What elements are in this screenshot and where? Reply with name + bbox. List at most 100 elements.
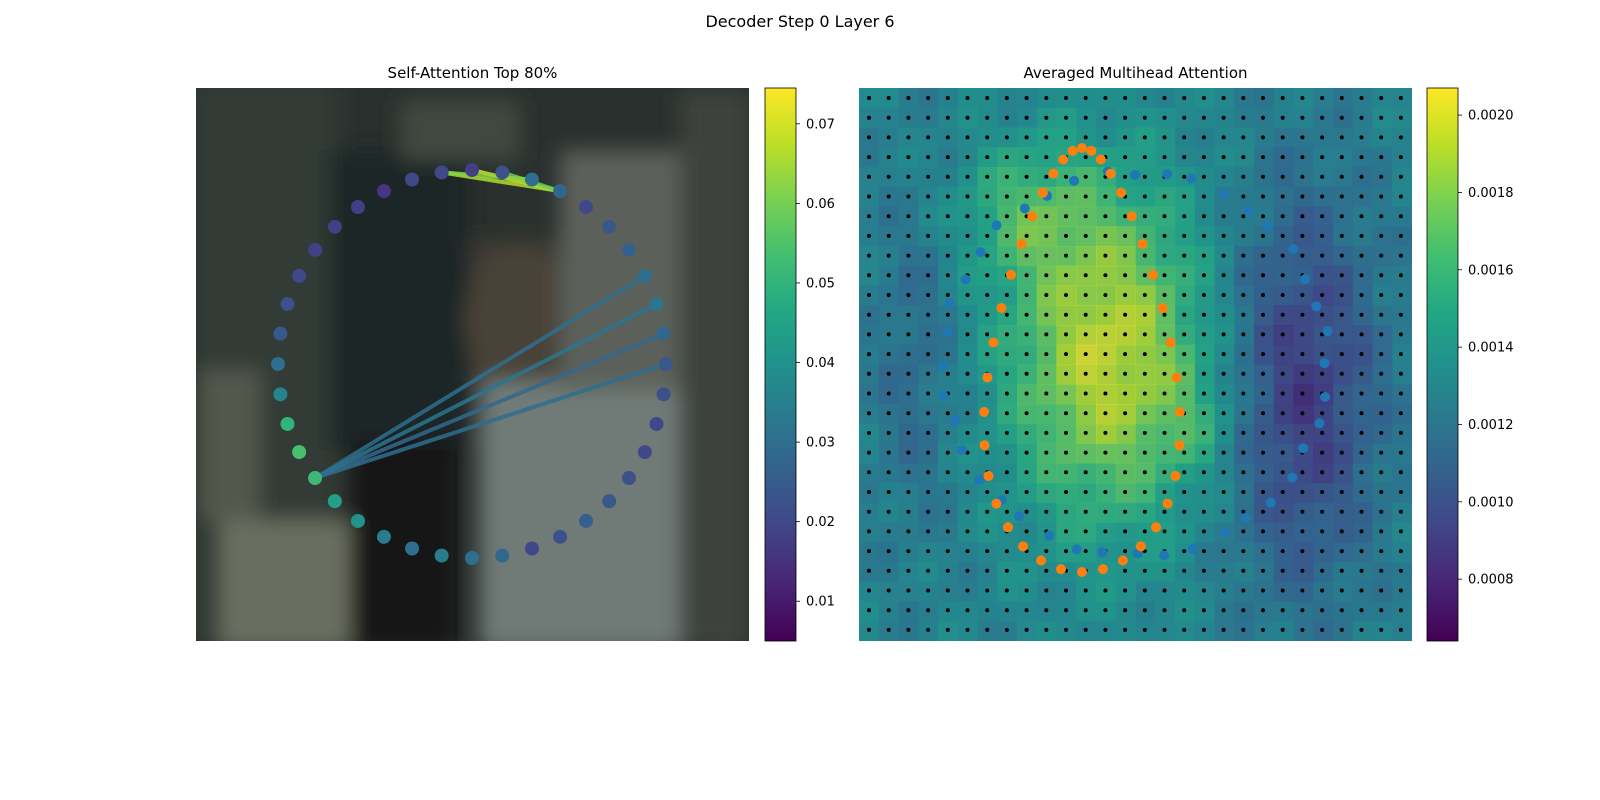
reference-point [867, 391, 871, 396]
reference-point [985, 174, 990, 179]
target-point-12 [1314, 418, 1325, 429]
reference-point [965, 529, 970, 534]
reference-point [1379, 450, 1384, 455]
predicted-point-29 [988, 337, 999, 348]
reference-point [1044, 430, 1049, 435]
predicted-point-36 [1058, 154, 1069, 165]
reference-point [1142, 96, 1147, 100]
reference-point [1221, 174, 1226, 179]
reference-point [1221, 233, 1226, 238]
reference-point [1300, 608, 1305, 613]
reference-point [1064, 352, 1068, 357]
reference-point [926, 194, 931, 199]
predicted-point-6 [1137, 239, 1148, 249]
target-point-13 [1298, 443, 1309, 454]
reference-point [1201, 490, 1206, 494]
reference-point [1359, 490, 1364, 494]
reference-point [1280, 293, 1285, 297]
reference-point [1044, 509, 1049, 514]
reference-point [1379, 411, 1384, 416]
target-point-9 [1322, 326, 1333, 337]
reference-point [1241, 233, 1246, 238]
reference-point [1300, 312, 1305, 317]
reference-point [945, 115, 950, 120]
reference-point [1221, 411, 1226, 416]
reference-point [1300, 253, 1305, 258]
reference-point [965, 549, 970, 554]
attention-point-21 [434, 548, 449, 563]
reference-point [1162, 470, 1167, 475]
reference-point [1339, 293, 1344, 297]
reference-point [985, 115, 990, 120]
predicted-point-13 [1170, 471, 1181, 481]
reference-point [1162, 588, 1167, 593]
reference-point [906, 194, 911, 199]
heatmap-cell [1352, 581, 1374, 603]
reference-point [1300, 214, 1305, 219]
reference-point [1398, 627, 1403, 632]
reference-point [1083, 233, 1088, 238]
reference-point [1004, 608, 1009, 613]
reference-point [1241, 371, 1246, 376]
reference-point [1044, 588, 1049, 593]
reference-point [965, 332, 970, 337]
reference-point [1398, 430, 1403, 435]
reference-point [906, 233, 911, 238]
reference-point [1320, 490, 1325, 494]
reference-point [1241, 194, 1246, 199]
predicted-point-14 [1162, 498, 1173, 509]
reference-point [1083, 253, 1088, 258]
reference-point [1142, 490, 1147, 494]
reference-point [1162, 391, 1167, 396]
reference-point [1320, 509, 1325, 514]
reference-point [1103, 391, 1108, 396]
left-colorbar-tick-label-6: 0.07 [806, 117, 835, 132]
reference-point [1064, 273, 1068, 278]
predicted-point-23 [1003, 522, 1013, 533]
reference-point [1280, 273, 1285, 278]
reference-point [1280, 627, 1285, 632]
reference-point [1339, 608, 1344, 613]
predicted-point-11 [1174, 407, 1185, 417]
reference-point [1300, 352, 1305, 357]
reference-point [1280, 411, 1285, 416]
reference-point [867, 529, 871, 534]
reference-point [1123, 312, 1128, 317]
attention-point-16 [579, 513, 594, 528]
reference-point [1300, 568, 1305, 573]
reference-point [965, 194, 970, 199]
reference-point [1004, 312, 1009, 317]
reference-point [1162, 233, 1167, 238]
attention-point-2 [524, 172, 539, 187]
reference-point [1359, 588, 1364, 593]
reference-point [867, 627, 871, 632]
reference-point [1123, 568, 1128, 573]
reference-point [1300, 549, 1305, 554]
reference-point [1280, 450, 1285, 455]
reference-point [926, 312, 931, 317]
reference-point [1024, 96, 1029, 100]
reference-point [1261, 312, 1265, 317]
reference-point [1182, 273, 1187, 278]
reference-point [1280, 96, 1285, 100]
reference-point [945, 470, 950, 475]
reference-point [1300, 529, 1305, 534]
reference-point [1123, 332, 1128, 337]
reference-point [1379, 568, 1384, 573]
reference-point [867, 312, 871, 317]
reference-point [1201, 352, 1206, 357]
reference-point [1320, 411, 1325, 416]
reference-point [1379, 96, 1384, 100]
reference-point [985, 135, 990, 140]
reference-point [1320, 529, 1325, 534]
reference-point [1004, 115, 1009, 120]
reference-point [926, 430, 931, 435]
reference-point [867, 155, 871, 160]
reference-point [1182, 391, 1187, 396]
reference-point [965, 155, 970, 160]
reference-point [1300, 391, 1305, 396]
reference-point [985, 293, 990, 297]
reference-point [1142, 608, 1147, 613]
predicted-point-8 [1157, 303, 1168, 313]
reference-point [1103, 332, 1108, 337]
